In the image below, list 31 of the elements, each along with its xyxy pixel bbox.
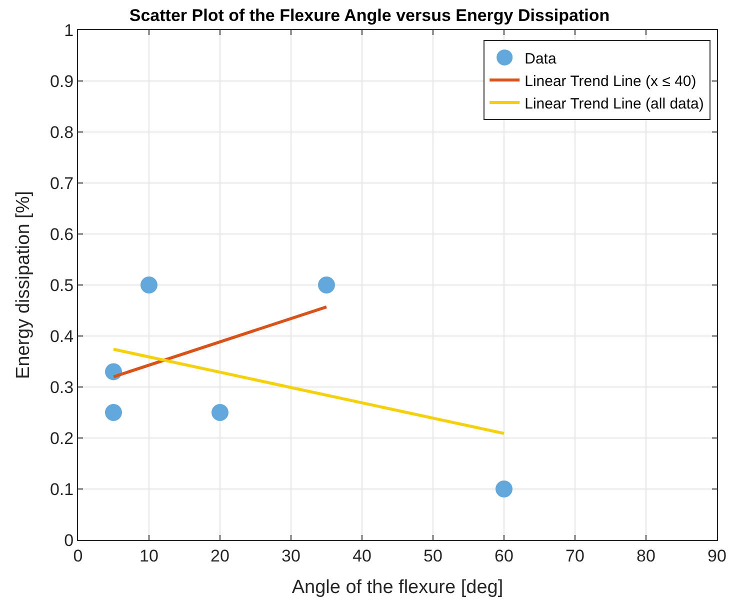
y-tick-label: 0.1 [50,480,74,499]
x-tick-label: 30 [282,546,300,566]
point [105,404,122,421]
y-tick-label: 0.6 [50,224,74,244]
x-tick-label: 60 [494,546,514,566]
legend-label: Data [524,50,557,68]
point [496,480,512,498]
legend-label: Linear Trend Line (x ≤ 40) [524,72,696,90]
x-tick-label: 90 [708,546,726,566]
y-tick-label: 0.2 [50,428,74,448]
point [318,276,335,294]
x-tick-label: 50 [424,546,442,566]
y-tick-label: 0.5 [50,276,74,295]
x-axis-title: Angle of the flexure [deg] [292,577,504,598]
legend-label: Linear Trend Line (all data) [524,95,704,112]
y-tick-label: 0.8 [50,122,74,142]
x-tick-label: 70 [566,546,584,566]
y-tick-label: 0.7 [50,174,74,193]
y-axis-title: Energy dissipation [%] [12,191,34,379]
x-tick-label: 10 [140,546,158,566]
point [140,276,158,294]
y-tick-label: 0.4 [50,326,74,346]
x-tick-label: 20 [210,546,230,566]
y-tick-label: 0 [64,530,74,550]
y-tick-label: 0.9 [50,72,74,91]
x-tick-label: 40 [352,546,372,566]
y-tick-label: 1 [64,20,74,40]
x-tick-label: 80 [636,546,656,566]
chart-title: Scatter Plot of the Flexure Angle versus Energy Dissipation [129,6,610,26]
point [212,404,228,421]
y-tick-label: 0.3 [50,378,74,397]
